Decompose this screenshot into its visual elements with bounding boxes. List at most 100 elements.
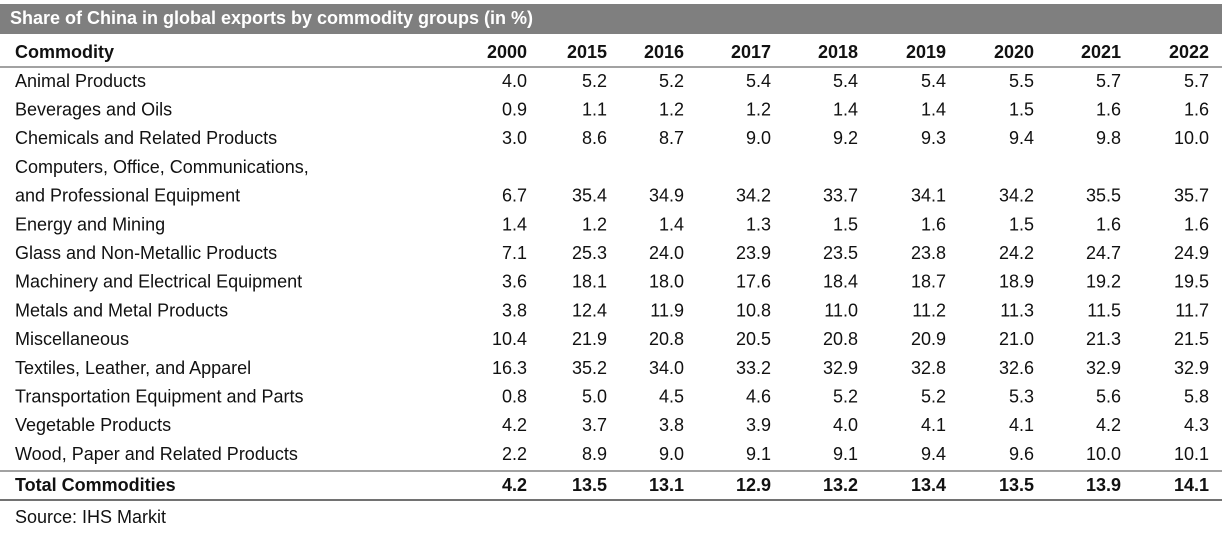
cell-value: 24.7 bbox=[1086, 243, 1121, 263]
cell-value: 1.4 bbox=[659, 214, 684, 234]
cell-value: 18.7 bbox=[911, 272, 946, 292]
cell-value: 9.2 bbox=[833, 128, 858, 148]
cell-value: 17.6 bbox=[736, 272, 771, 292]
cell-value: 32.6 bbox=[999, 358, 1034, 378]
cell-value: 13.9 bbox=[1086, 475, 1121, 495]
row-label: Machinery and Electrical Equipment bbox=[15, 272, 302, 292]
cell-value: 4.0 bbox=[833, 415, 858, 435]
cell-value: 5.2 bbox=[921, 386, 946, 406]
cell-value: 1.5 bbox=[833, 214, 858, 234]
row-label: Metals and Metal Products bbox=[15, 300, 228, 320]
cell-value: 1.2 bbox=[582, 214, 607, 234]
cell-value: 13.2 bbox=[823, 475, 858, 495]
cell-value: 9.4 bbox=[1009, 128, 1034, 148]
cell-value: 3.9 bbox=[746, 415, 771, 435]
cell-value: 32.8 bbox=[911, 358, 946, 378]
cell-value: 9.8 bbox=[1096, 128, 1121, 148]
cell-value: 1.6 bbox=[1184, 99, 1209, 119]
cell-value: 32.9 bbox=[1086, 358, 1121, 378]
cell-value: 12.9 bbox=[736, 475, 771, 495]
cell-value: 11.5 bbox=[1087, 300, 1121, 320]
cell-value: 3.8 bbox=[502, 300, 527, 320]
cell-value: 4.6 bbox=[746, 386, 771, 406]
row-label: Miscellaneous bbox=[15, 329, 129, 349]
cell-value: 20.8 bbox=[823, 329, 858, 349]
cell-value: 1.4 bbox=[921, 99, 946, 119]
cell-value: 18.0 bbox=[649, 272, 684, 292]
cell-value: 34.0 bbox=[649, 358, 684, 378]
cell-value: 4.3 bbox=[1184, 415, 1209, 435]
cell-value: 1.3 bbox=[746, 214, 771, 234]
cell-value: 13.4 bbox=[911, 475, 946, 495]
cell-value: 20.8 bbox=[649, 329, 684, 349]
cell-value: 1.2 bbox=[659, 99, 684, 119]
cell-value: 4.2 bbox=[502, 415, 527, 435]
column-header: Commodity bbox=[15, 42, 114, 62]
cell-value: 21.5 bbox=[1174, 329, 1209, 349]
cell-value: 4.1 bbox=[1009, 415, 1034, 435]
cell-value: 9.3 bbox=[921, 128, 946, 148]
cell-value: 1.2 bbox=[746, 99, 771, 119]
cell-value: 25.3 bbox=[572, 243, 607, 263]
cell-value: 5.2 bbox=[582, 71, 607, 91]
cell-value: 34.2 bbox=[736, 186, 771, 206]
cell-value: 34.2 bbox=[999, 186, 1034, 206]
column-header: 2021 bbox=[1081, 42, 1121, 62]
cell-value: 5.8 bbox=[1184, 386, 1209, 406]
cell-value: 9.4 bbox=[921, 444, 946, 464]
cell-value: 1.1 bbox=[582, 99, 607, 119]
cell-value: 1.4 bbox=[833, 99, 858, 119]
cell-value: 5.2 bbox=[833, 386, 858, 406]
cell-value: 1.6 bbox=[921, 214, 946, 234]
cell-value: 32.9 bbox=[823, 358, 858, 378]
cell-value: 5.5 bbox=[1009, 71, 1034, 91]
cell-value: 1.5 bbox=[1009, 214, 1034, 234]
row-label: Beverages and Oils bbox=[15, 99, 172, 119]
cell-value: 11.3 bbox=[1000, 300, 1034, 320]
cell-value: 10.0 bbox=[1174, 128, 1209, 148]
cell-value: 20.5 bbox=[736, 329, 771, 349]
row-label: Textiles, Leather, and Apparel bbox=[15, 358, 251, 378]
source-note: Source: IHS Markit bbox=[15, 507, 166, 527]
cell-value: 24.9 bbox=[1174, 243, 1209, 263]
cell-value: 5.7 bbox=[1184, 71, 1209, 91]
row-label: Chemicals and Related Products bbox=[15, 128, 277, 148]
cell-value: 16.3 bbox=[492, 358, 527, 378]
cell-value: 11.0 bbox=[824, 300, 858, 320]
cell-value: 0.8 bbox=[502, 386, 527, 406]
cell-value: 4.1 bbox=[921, 415, 946, 435]
cell-value: 11.9 bbox=[650, 300, 684, 320]
cell-value: 23.8 bbox=[911, 243, 946, 263]
cell-value: 23.5 bbox=[823, 243, 858, 263]
column-header: 2018 bbox=[818, 42, 858, 62]
cell-value: 10.0 bbox=[1086, 444, 1121, 464]
cell-value: 21.0 bbox=[999, 329, 1034, 349]
cell-value: 9.1 bbox=[833, 444, 858, 464]
cell-value: 3.8 bbox=[659, 415, 684, 435]
row-label: Energy and Mining bbox=[15, 214, 165, 234]
row-label: Glass and Non-Metallic Products bbox=[15, 243, 277, 263]
row-label: Wood, Paper and Related Products bbox=[15, 444, 298, 464]
cell-value: 1.6 bbox=[1096, 214, 1121, 234]
cell-value: 35.2 bbox=[572, 358, 607, 378]
cell-value: 7.1 bbox=[502, 243, 527, 263]
cell-value: 4.2 bbox=[1096, 415, 1121, 435]
cell-value: 32.9 bbox=[1174, 358, 1209, 378]
cell-value: 5.4 bbox=[833, 71, 858, 91]
cell-value: 21.9 bbox=[572, 329, 607, 349]
cell-value: 34.1 bbox=[911, 186, 946, 206]
cell-value: 5.4 bbox=[921, 71, 946, 91]
cell-value: 9.6 bbox=[1009, 444, 1034, 464]
cell-value: 33.7 bbox=[823, 186, 858, 206]
column-header: 2022 bbox=[1169, 42, 1209, 62]
cell-value: 10.8 bbox=[736, 300, 771, 320]
cell-value: 4.0 bbox=[502, 71, 527, 91]
cell-value: 35.5 bbox=[1086, 186, 1121, 206]
cell-value: 1.6 bbox=[1096, 99, 1121, 119]
cell-value: 8.7 bbox=[659, 128, 684, 148]
cell-value: 5.0 bbox=[582, 386, 607, 406]
cell-value: 35.4 bbox=[572, 186, 607, 206]
cell-value: 9.0 bbox=[659, 444, 684, 464]
cell-value: 8.9 bbox=[582, 444, 607, 464]
